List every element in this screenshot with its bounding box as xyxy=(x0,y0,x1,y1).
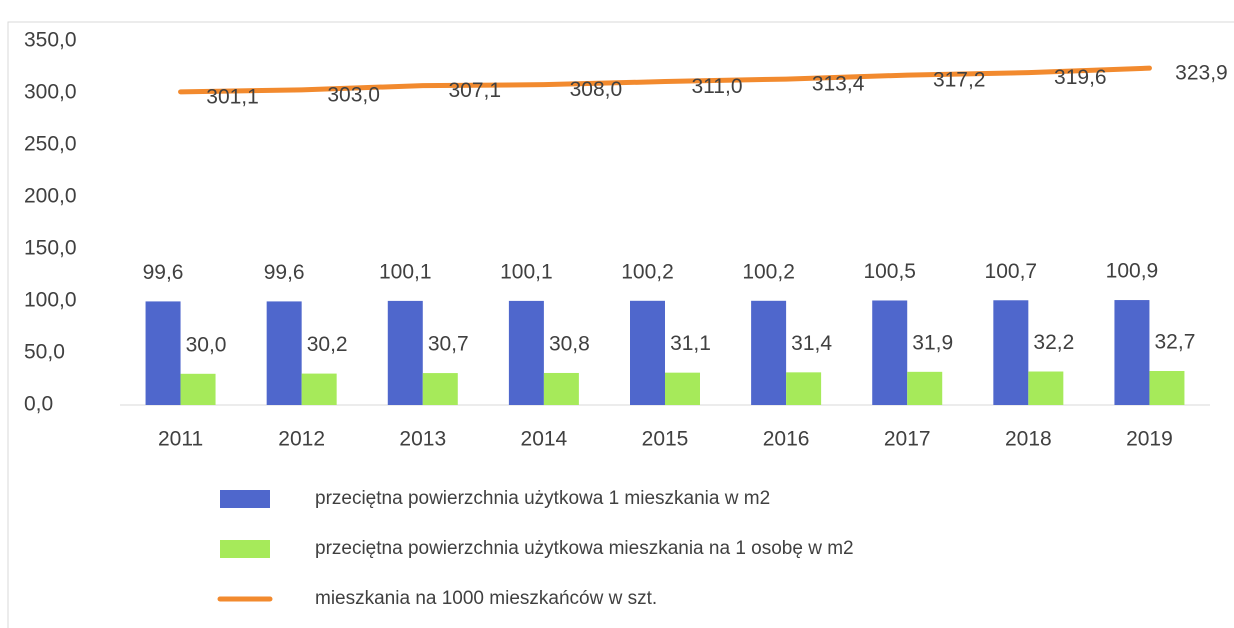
data-label: 31,4 xyxy=(791,332,832,355)
y-tick-label: 250,0 xyxy=(24,133,77,156)
data-label: 30,0 xyxy=(186,333,227,356)
data-label: 99,6 xyxy=(264,261,305,284)
bar xyxy=(630,300,665,405)
line xyxy=(178,65,1152,95)
y-tick-label: 200,0 xyxy=(24,185,77,208)
data-label: 319,6 xyxy=(1054,66,1107,89)
x-tick-label: 2016 xyxy=(763,428,810,451)
data-label: 303,0 xyxy=(327,83,380,106)
bar xyxy=(301,373,337,405)
bar xyxy=(993,300,1029,405)
data-label: 32,7 xyxy=(1155,331,1196,354)
x-tick-label: 2012 xyxy=(278,428,325,451)
y-tick-label: 100,0 xyxy=(24,289,77,312)
legend-swatch xyxy=(220,490,270,508)
bar xyxy=(508,300,544,405)
data-label: 311,0 xyxy=(692,75,743,98)
bar xyxy=(1028,371,1064,405)
legend-label: mieszkania na 1000 mieszkańców w szt. xyxy=(315,588,657,609)
data-label: 100,1 xyxy=(379,260,432,283)
data-label: 313,4 xyxy=(812,73,865,96)
bar xyxy=(180,373,216,405)
data-label: 31,9 xyxy=(912,331,953,354)
chart-frame xyxy=(7,21,1234,628)
y-tick-label: 350,0 xyxy=(24,29,77,52)
bar xyxy=(786,372,822,405)
bar xyxy=(751,300,787,405)
data-label: 307,1 xyxy=(448,79,501,102)
bar xyxy=(266,301,302,405)
data-label: 100,1 xyxy=(500,260,553,283)
legend-label: przeciętna powierzchnia użytkowa 1 miesz… xyxy=(315,488,770,509)
bar xyxy=(387,300,423,405)
x-tick-label: 2019 xyxy=(1126,428,1173,451)
y-tick-label: 50,0 xyxy=(24,341,65,364)
bar xyxy=(1149,370,1185,405)
data-label: 100,2 xyxy=(742,260,795,283)
y-tick-label: 0,0 xyxy=(24,393,53,416)
bar xyxy=(1114,300,1150,405)
data-label: 99,6 xyxy=(143,261,184,284)
x-tick-label: 2013 xyxy=(399,428,446,451)
data-label: 30,8 xyxy=(549,333,590,356)
data-label: 32,2 xyxy=(1033,331,1074,354)
x-tick-label: 2014 xyxy=(521,428,568,451)
data-label: 30,7 xyxy=(428,333,469,356)
bar xyxy=(907,371,943,405)
x-tick-label: 2018 xyxy=(1005,428,1052,451)
bar xyxy=(422,373,458,405)
x-tick-label: 2011 xyxy=(158,428,203,451)
data-label: 31,1 xyxy=(670,332,711,355)
x-tick-label: 2017 xyxy=(884,428,931,451)
data-label: 30,2 xyxy=(307,333,348,356)
data-label: 308,0 xyxy=(570,78,623,101)
data-label: 100,9 xyxy=(1106,260,1159,283)
data-label: 100,7 xyxy=(985,260,1038,283)
y-tick-label: 300,0 xyxy=(24,81,77,104)
bar xyxy=(665,372,700,405)
bar xyxy=(543,372,579,405)
legend-swatch xyxy=(220,540,270,558)
bar xyxy=(145,301,181,405)
x-tick-label: 2015 xyxy=(642,428,689,451)
data-label: 100,2 xyxy=(621,260,674,283)
data-label: 323,9 xyxy=(1175,62,1228,85)
data-label: 100,5 xyxy=(863,260,916,283)
y-tick-label: 150,0 xyxy=(24,237,77,260)
legend-label: przeciętna powierzchnia użytkowa mieszka… xyxy=(315,538,854,559)
data-label: 317,2 xyxy=(933,69,986,92)
data-label: 301,1 xyxy=(206,85,259,108)
bar xyxy=(872,300,908,405)
